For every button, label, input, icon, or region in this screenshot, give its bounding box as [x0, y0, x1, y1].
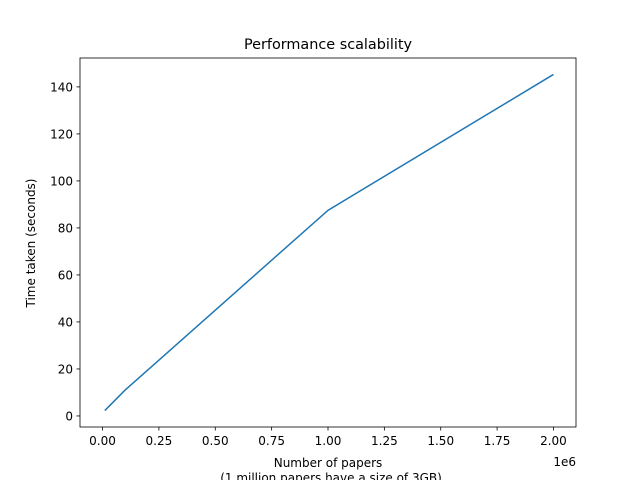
x-tick-label: 0.75 [258, 434, 285, 448]
x-tick-label: 0.50 [202, 434, 229, 448]
x-tick-label: 1.50 [427, 434, 454, 448]
y-tick-label: 120 [50, 127, 73, 141]
x-axis-label: (1 million papers have a size of 3GB) [220, 471, 442, 480]
y-tick-label: 100 [50, 174, 73, 188]
chart-title: Performance scalability [244, 37, 413, 53]
x-tick-label: 1.75 [484, 434, 511, 448]
y-tick-label: 20 [58, 362, 73, 376]
x-tick-label: 0.25 [146, 434, 173, 448]
plot-frame [79, 57, 577, 428]
x-offset-label: 1e6 [553, 455, 576, 469]
y-tick-label: 140 [50, 80, 73, 94]
x-tick-label: 0.00 [89, 434, 116, 448]
y-tick-label: 60 [58, 268, 73, 282]
x-tick-label: 1.25 [371, 434, 398, 448]
x-axis-label: Number of papers [274, 456, 383, 470]
y-tick-label: 0 [65, 409, 73, 423]
y-tick-label: 40 [58, 315, 73, 329]
x-tick-label: 2.00 [540, 434, 567, 448]
data-line [104, 73, 554, 412]
y-axis-label: Time taken (seconds) [24, 179, 38, 309]
y-tick-label: 80 [58, 221, 73, 235]
x-tick-label: 1.00 [315, 434, 342, 448]
